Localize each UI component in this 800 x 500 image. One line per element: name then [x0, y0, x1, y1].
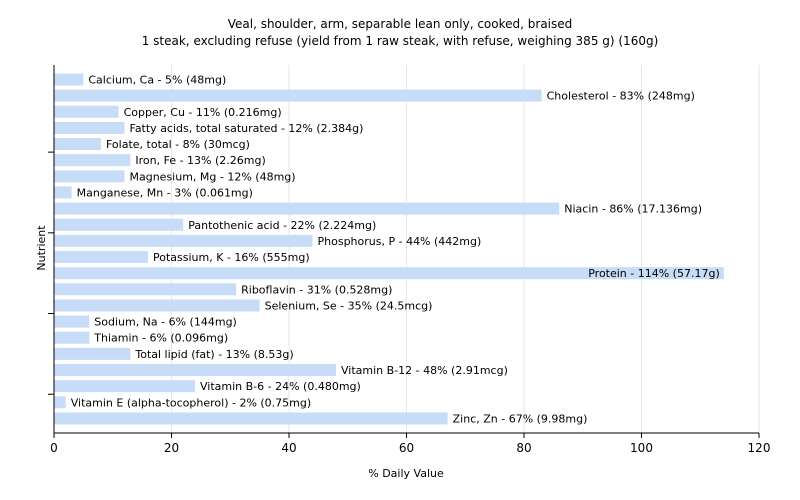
- bar: [54, 89, 542, 102]
- bar-label: Zinc, Zn - 67% (9.98mg): [453, 412, 588, 425]
- bar: [54, 202, 560, 215]
- bar: [54, 396, 66, 409]
- x-tick-label: 80: [516, 441, 531, 455]
- bar: [54, 170, 125, 183]
- bar-label: Cholesterol - 83% (248mg): [547, 90, 695, 103]
- x-tick-label: 100: [630, 441, 653, 455]
- bar: [54, 299, 260, 312]
- bar-label: Magnesium, Mg - 12% (48mg): [130, 170, 296, 183]
- x-tick-label: 120: [748, 441, 771, 455]
- bar-label: Protein - 114% (57.17g): [588, 267, 720, 280]
- bar-label: Niacin - 86% (17.136mg): [564, 203, 702, 216]
- bar-label: Pantothenic acid - 22% (2.224mg): [188, 219, 376, 232]
- bar: [54, 138, 101, 151]
- bar: [54, 267, 724, 280]
- grid-layer: [171, 65, 760, 433]
- bar-label: Vitamin B-6 - 24% (0.480mg): [200, 380, 361, 393]
- bar: [54, 364, 336, 377]
- x-tick-label: 60: [399, 441, 414, 455]
- bar: [54, 331, 90, 344]
- chart-title: Veal, shoulder, arm, separable lean only…: [228, 17, 573, 31]
- bar-label: Selenium, Se - 35% (24.5mcg): [265, 299, 433, 312]
- bar: [54, 251, 148, 264]
- bar-label: Potassium, K - 16% (555mg): [153, 251, 310, 264]
- bar-label: Folate, total - 8% (30mcg): [106, 138, 250, 151]
- bar-label: Calcium, Ca - 5% (48mg): [88, 74, 226, 87]
- bar-label: Total lipid (fat) - 13% (8.53g): [134, 348, 293, 361]
- x-tick-label: 0: [50, 441, 58, 455]
- x-axis-title: % Daily Value: [368, 467, 444, 480]
- bar: [54, 412, 448, 425]
- bars-layer: Calcium, Ca - 5% (48mg) Cholesterol - 83%…: [54, 73, 724, 425]
- y-axis-title: Nutrient: [35, 225, 48, 271]
- bar-label: Vitamin E (alpha-tocopherol) - 2% (0.75m…: [71, 396, 311, 409]
- bar: [54, 154, 131, 167]
- bar: [54, 121, 125, 134]
- axis-layer: [48, 65, 760, 438]
- x-tick-label: 20: [164, 441, 179, 455]
- x-tick-label: 40: [281, 441, 296, 455]
- bar-label: Fatty acids, total saturated - 12% (2.38…: [130, 122, 364, 135]
- bar-label: Manganese, Mn - 3% (0.061mg): [77, 186, 253, 199]
- bar: [54, 380, 195, 393]
- bar: [54, 105, 119, 118]
- bar: [54, 186, 72, 199]
- bar: [54, 218, 184, 231]
- bar-label: Copper, Cu - 11% (0.216mg): [124, 106, 282, 119]
- bar-label: Vitamin B-12 - 48% (2.91mcg): [341, 364, 508, 377]
- bar: [54, 73, 84, 86]
- bar-label: Iron, Fe - 13% (2.26mg): [135, 154, 265, 167]
- chart-subtitle: 1 steak, excluding refuse (yield from 1 …: [142, 34, 659, 48]
- bar: [54, 347, 131, 360]
- bar: [54, 283, 237, 296]
- bar-label: Riboflavin - 31% (0.528mg): [241, 283, 392, 296]
- bar-label: Phosphorus, P - 44% (442mg): [318, 235, 482, 248]
- bar-label: Sodium, Na - 6% (144mg): [94, 316, 237, 329]
- bar: [54, 234, 313, 247]
- bar: [54, 315, 90, 328]
- bar-label: Thiamin - 6% (0.096mg): [93, 332, 228, 345]
- x-tick-labels: 0 20 40 60 80 100 120: [50, 441, 770, 455]
